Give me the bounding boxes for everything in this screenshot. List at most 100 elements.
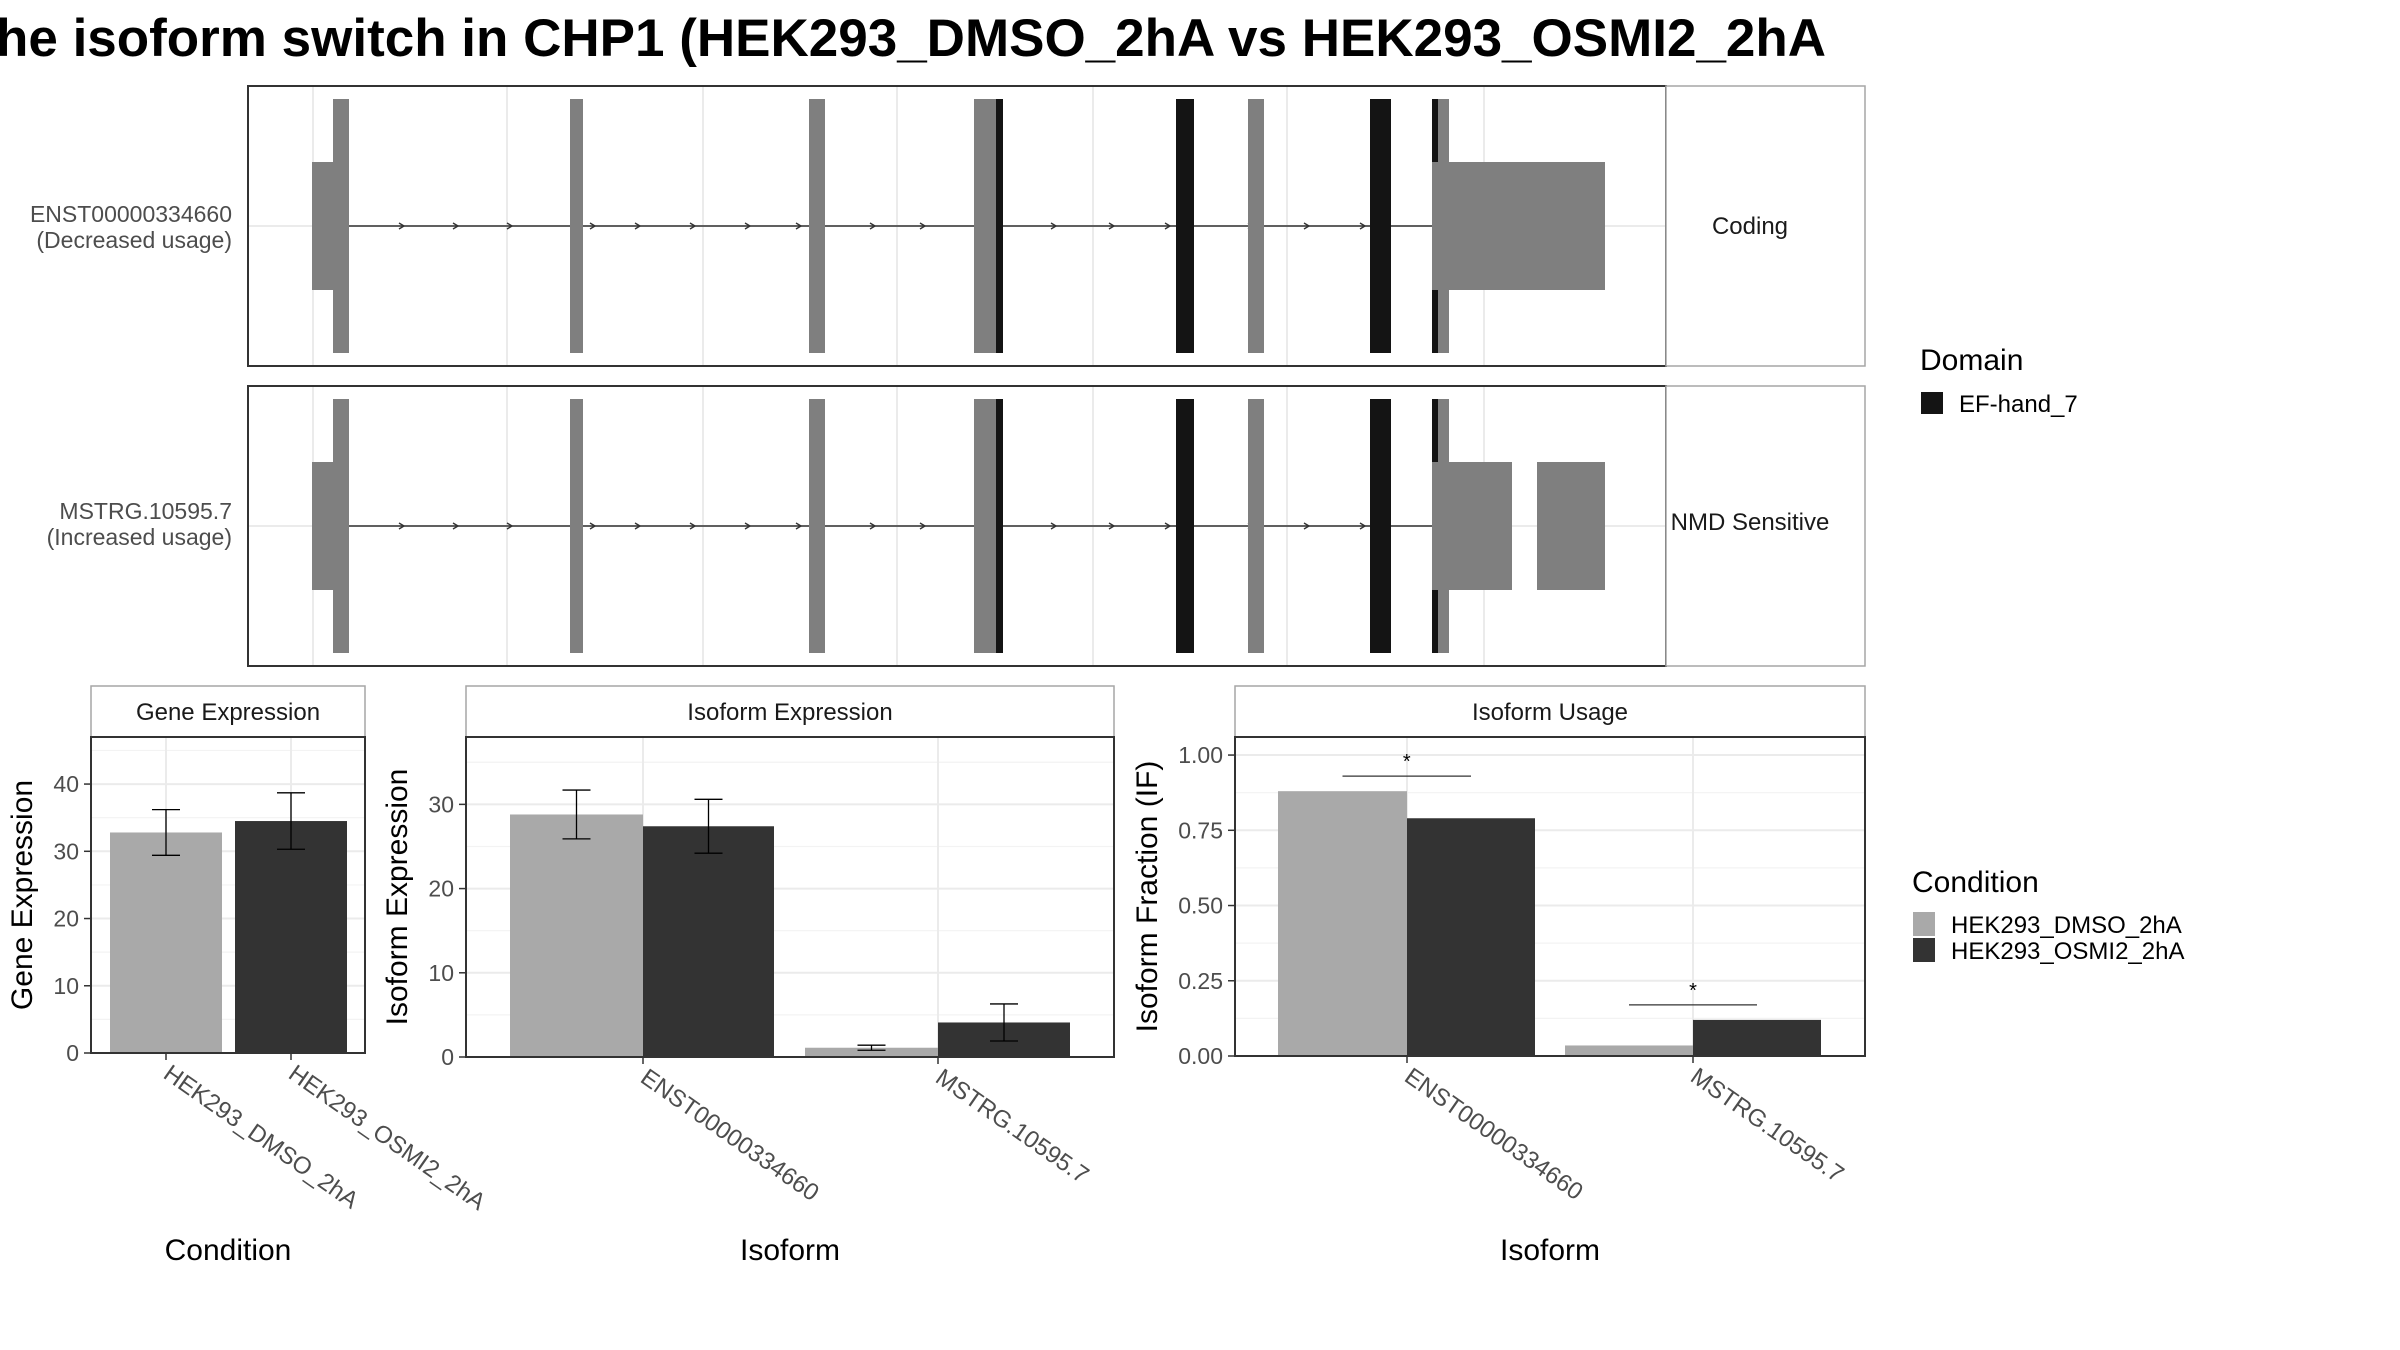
legend-condition-title: Condition: [1912, 866, 2039, 899]
chart-3: Isoform Usage 0.00 0.25 0.50 0.75 1.00 * * ENST0…: [1131, 685, 1866, 1267]
utr3-block: [1537, 462, 1605, 590]
exon-block: [809, 399, 825, 653]
intron-direction-arrow: [795, 222, 803, 230]
transcript-track-1: [247, 85, 1866, 367]
bar-hek293-dmso-2ha: [510, 814, 643, 1057]
transcript-1-name: ENST00000334660: [30, 201, 232, 227]
intron-direction-arrow: [452, 222, 460, 230]
plot-border: [1234, 736, 1866, 1057]
intron-direction-arrow: [1050, 522, 1058, 530]
domain-ef-hand-segment: [1370, 99, 1391, 353]
y-axis-title: Isoform Expression: [381, 769, 414, 1026]
exon-block: [570, 399, 583, 653]
y-tick-label: 0.50: [1178, 893, 1223, 919]
intron-direction-arrow: [634, 522, 642, 530]
exon-block: [809, 99, 825, 353]
bar-hek293-osmi2-2ha: [1693, 1019, 1821, 1056]
track-strip-box: [1665, 85, 1866, 367]
y-tick-label: 0.75: [1178, 817, 1223, 843]
bar-hek293-osmi2-2ha: [235, 821, 347, 1053]
intron-direction-arrow: [744, 222, 752, 230]
bar-charts: Gene Expression010203040HEK293_DMSO_2hAH…: [6, 685, 1866, 1267]
intron-direction-arrow: [1303, 222, 1311, 230]
strip-box: [90, 685, 366, 738]
x-tick-label: MSTRG.10595.7: [931, 1064, 1094, 1189]
intron-direction-arrow: [1164, 222, 1172, 230]
bar-hek293-dmso-2ha: [805, 1047, 938, 1057]
strip-coding: Coding: [1712, 213, 1788, 240]
exon-block: [1248, 399, 1264, 653]
exon-block: [974, 399, 998, 653]
intron-direction-arrow: [1303, 522, 1311, 530]
exon-block: [570, 99, 583, 353]
intron-direction-arrow: [634, 222, 642, 230]
y-tick-label: 0: [441, 1044, 454, 1070]
plot-border: [465, 736, 1115, 1058]
intron-direction-arrow: [1108, 222, 1116, 230]
x-axis-title: Condition: [165, 1234, 292, 1267]
intron-direction-arrow: [506, 522, 514, 530]
bar-hek293-dmso-2ha: [110, 832, 222, 1053]
strip-nmd-sensitive: NMD Sensitive: [1671, 509, 1830, 536]
intron-direction-arrow: [1164, 522, 1172, 530]
utr5-block: [312, 462, 334, 590]
domain-ef-hand-segment: [996, 399, 1003, 653]
domain-ef-hand-segment: [996, 99, 1003, 353]
y-tick-label: 0.00: [1178, 1043, 1223, 1069]
legend-condition-label-dmso: HEK293_DMSO_2hA: [1951, 912, 2182, 939]
domain-ef-hand-segment: [1176, 99, 1194, 353]
utr3-block: [1432, 462, 1512, 590]
intron-direction-arrow: [1108, 522, 1116, 530]
legend-condition-key-osmi: [1913, 938, 1935, 962]
utr3-block: [1432, 162, 1605, 290]
exon-block: [974, 99, 998, 353]
bar-hek293-osmi2-2ha: [643, 826, 774, 1057]
intron-direction-arrow: [1359, 522, 1367, 530]
y-axis-title: Isoform Fraction (IF): [1131, 761, 1164, 1033]
legend-domain-label: EF-hand_7: [1959, 391, 2078, 418]
chart-1: Gene Expression010203040HEK293_DMSO_2hAH…: [6, 685, 491, 1267]
y-axis-title: Gene Expression: [6, 780, 39, 1010]
strip-box: [1234, 685, 1866, 738]
transcript-1-usage: (Decreased usage): [36, 227, 232, 253]
intron-direction-arrow: [1359, 222, 1367, 230]
intron-direction-arrow: [744, 522, 752, 530]
track-strip-box: [1665, 385, 1866, 667]
x-tick-label: HEK293_OSMI2_2hA: [284, 1060, 491, 1216]
domain-ef-hand-segment: [1176, 399, 1194, 653]
bar-hek293-osmi2-2ha: [1407, 818, 1535, 1056]
strip-box: [465, 685, 1115, 738]
intron-direction-arrow: [506, 222, 514, 230]
intron-direction-arrow: [398, 222, 406, 230]
legend-domain-key: [1921, 392, 1943, 414]
x-tick-label: ENST00000334660: [1400, 1063, 1588, 1206]
y-tick-label: 1.00: [1178, 742, 1223, 768]
utr5-block: [312, 162, 334, 290]
transcript-2-name: MSTRG.10595.7: [59, 498, 232, 524]
intron-direction-arrow: [589, 222, 597, 230]
exon-block: [1248, 99, 1264, 353]
intron-direction-arrow: [869, 222, 877, 230]
intron-direction-arrow: [1050, 222, 1058, 230]
chart-2: Isoform Expression 0 10 20 30 ENST00000334660…: [381, 685, 1115, 1267]
intron-direction-arrow: [398, 522, 406, 530]
y-tick-label: 20: [53, 906, 79, 932]
intron-direction-arrow: [589, 522, 597, 530]
bar-hek293-dmso-2ha: [1565, 1045, 1693, 1056]
transcript-track-2: [247, 385, 1866, 667]
intron-direction-arrow: [919, 522, 927, 530]
x-tick-label: MSTRG.10595.7: [1686, 1063, 1849, 1188]
y-tick-label: 40: [53, 771, 79, 797]
exon-block: [333, 399, 349, 653]
y-tick-label: 0.25: [1178, 968, 1223, 994]
intron-direction-arrow: [452, 522, 460, 530]
strip-label: Gene Expression: [136, 699, 320, 726]
y-tick-label: 20: [428, 876, 454, 902]
exon-block: [333, 99, 349, 353]
transcript-structure-panel: ENST00000334660(Decreased usage) MSTRG.10…: [30, 85, 1866, 667]
intron-direction-arrow: [795, 522, 803, 530]
domain-ef-hand-segment: [1370, 399, 1391, 653]
plot-title: he isoform switch in CHP1 (HEK293_DMSO_2…: [0, 9, 1826, 68]
x-axis-title: Isoform: [740, 1234, 840, 1267]
y-tick-label: 0: [66, 1040, 79, 1066]
